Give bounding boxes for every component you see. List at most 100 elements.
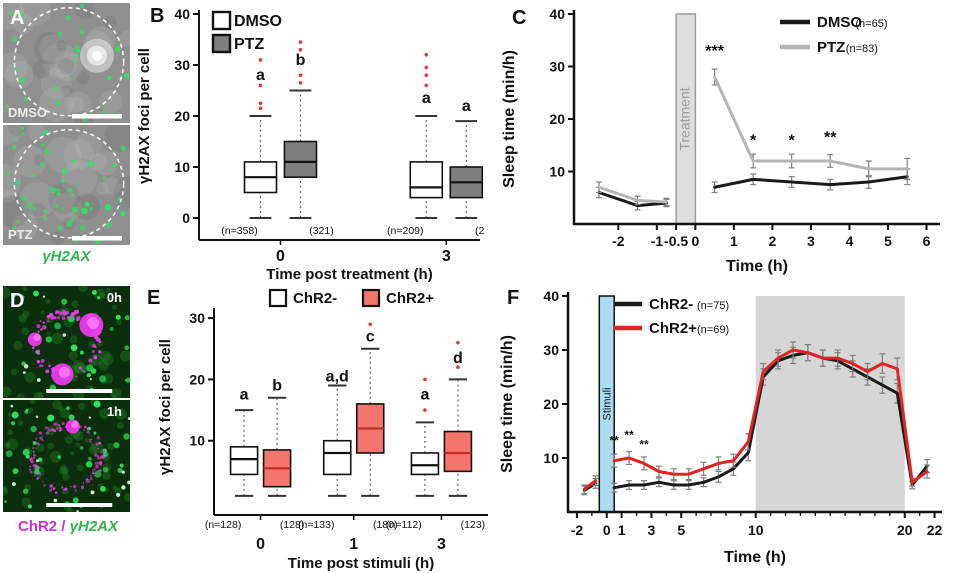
svg-text:a: a [422, 90, 431, 107]
svg-text:40: 40 [549, 6, 565, 22]
panel-e-chart: 10 20 30 γH2AX foci per cell 0 1 3 Time post st… [157, 282, 498, 573]
svg-text:10: 10 [174, 159, 190, 175]
svg-text:10: 10 [543, 450, 559, 466]
svg-text:(n=83): (n=83) [846, 43, 878, 55]
svg-text:a: a [420, 387, 429, 404]
svg-text:Treatment: Treatment [677, 87, 693, 150]
svg-text:(n=358): (n=358) [221, 225, 257, 237]
svg-text:0: 0 [691, 233, 699, 249]
micrograph-dmso: DMSO [3, 3, 130, 123]
svg-text:30: 30 [174, 57, 190, 73]
svg-text:***: *** [705, 43, 724, 60]
svg-text:(128): (128) [280, 519, 305, 531]
svg-text:5: 5 [677, 522, 685, 538]
micrograph-0h: 0h [3, 286, 130, 398]
svg-text:-2: -2 [571, 522, 584, 538]
svg-text:γH2AX foci per cell: γH2AX foci per cell [136, 48, 153, 184]
svg-text:4: 4 [846, 233, 854, 249]
svg-text:22: 22 [927, 522, 943, 538]
svg-text:0h: 0h [107, 290, 122, 305]
panel-b-chart: 0 10 20 30 40 γH2AX foci per cell 0 3 Time post … [135, 0, 500, 290]
svg-text:-1: -1 [651, 233, 664, 249]
svg-text:-2: -2 [612, 233, 625, 249]
svg-text:(268): (268) [475, 225, 485, 237]
svg-text:DMSO: DMSO [817, 14, 862, 31]
svg-text:DMSO: DMSO [8, 105, 47, 120]
svg-text:a: a [462, 98, 471, 115]
svg-text:20: 20 [543, 396, 559, 412]
panel-d-label: D [10, 290, 25, 312]
svg-text:Time post stimuli (h): Time post stimuli (h) [288, 555, 434, 572]
svg-text:30: 30 [189, 310, 205, 326]
caption-h2ax: γH2AX [69, 518, 119, 535]
svg-text:10: 10 [549, 164, 565, 180]
svg-text:a,d: a,d [326, 368, 349, 385]
svg-text:Time post treatment (h): Time post treatment (h) [266, 266, 432, 283]
svg-text:40: 40 [174, 6, 190, 22]
panel-f-chart: Stimuli 10 20 30 40 Sleep time (min/h) -2 0 1 3 5 1… [498, 282, 954, 573]
svg-text:*: * [750, 132, 757, 149]
svg-text:30: 30 [549, 59, 565, 75]
svg-text:ChR2+: ChR2+ [649, 320, 697, 337]
svg-text:3: 3 [437, 536, 446, 553]
svg-text:5: 5 [884, 233, 892, 249]
svg-text:(n=128): (n=128) [205, 519, 241, 531]
svg-text:**: ** [639, 437, 649, 451]
svg-text:a: a [240, 387, 249, 404]
svg-text:*: * [789, 132, 796, 149]
svg-text:0: 0 [276, 248, 285, 265]
panel-b-label: B [150, 5, 165, 27]
svg-text:Sleep time (min/h): Sleep time (min/h) [501, 50, 518, 188]
svg-text:ChR2-: ChR2- [293, 290, 337, 307]
svg-text:Stimuli: Stimuli [602, 387, 614, 420]
svg-text:1: 1 [349, 536, 358, 553]
svg-text:b: b [296, 52, 306, 69]
svg-text:30: 30 [543, 342, 559, 358]
svg-text:3: 3 [648, 522, 656, 538]
svg-text:10: 10 [189, 433, 205, 449]
panel-c-chart: Treatment 10 20 30 40 Sleep time (min/h) -2 -1-… [498, 0, 954, 285]
svg-text:ChR2+: ChR2+ [386, 290, 434, 307]
svg-text:PTZ: PTZ [234, 36, 264, 53]
svg-text:0: 0 [256, 536, 265, 553]
panel-d-caption: ChR2 / γH2AX [0, 518, 136, 535]
svg-text:(321): (321) [309, 225, 334, 237]
panel-f-label: F [507, 287, 520, 309]
svg-text:(n=65): (n=65) [855, 18, 887, 30]
caption-slash: / [57, 518, 70, 535]
svg-text:Time (h): Time (h) [724, 549, 786, 566]
svg-text:3: 3 [442, 248, 451, 265]
svg-text:40: 40 [543, 288, 559, 304]
micrograph-ptz: PTZ [3, 125, 130, 245]
svg-text:3: 3 [807, 233, 815, 249]
svg-text:**: ** [824, 130, 837, 147]
svg-text:20: 20 [189, 371, 205, 387]
svg-text:0: 0 [603, 522, 611, 538]
svg-text:b: b [272, 378, 282, 395]
svg-text:DMSO: DMSO [234, 13, 282, 30]
svg-text:6: 6 [923, 233, 931, 249]
svg-text:PTZ: PTZ [817, 39, 845, 56]
panel-c-label: C [512, 7, 527, 29]
micrograph-1h: 1h [3, 400, 130, 512]
svg-text:ChR2-: ChR2- [649, 296, 693, 313]
svg-text:γH2AX foci per cell: γH2AX foci per cell [158, 339, 174, 475]
svg-text:Sleep time (min/h): Sleep time (min/h) [499, 335, 516, 473]
svg-text:0: 0 [182, 210, 190, 226]
svg-text:20: 20 [549, 111, 565, 127]
svg-text:(123): (123) [461, 519, 486, 531]
panel-e-label: E [147, 287, 161, 309]
svg-text:1: 1 [618, 522, 626, 538]
svg-text:10: 10 [748, 522, 764, 538]
panel-a-caption: γH2AX [42, 248, 91, 265]
svg-text:-0.5: -0.5 [664, 233, 688, 249]
panel-a-label: A [10, 7, 25, 29]
svg-text:(n=69): (n=69) [697, 324, 729, 336]
svg-text:c: c [366, 329, 375, 346]
svg-text:2: 2 [769, 233, 777, 249]
svg-text:**: ** [624, 428, 634, 442]
svg-text:1: 1 [730, 233, 738, 249]
svg-text:**: ** [610, 434, 620, 448]
svg-text:(n=75): (n=75) [697, 300, 729, 312]
